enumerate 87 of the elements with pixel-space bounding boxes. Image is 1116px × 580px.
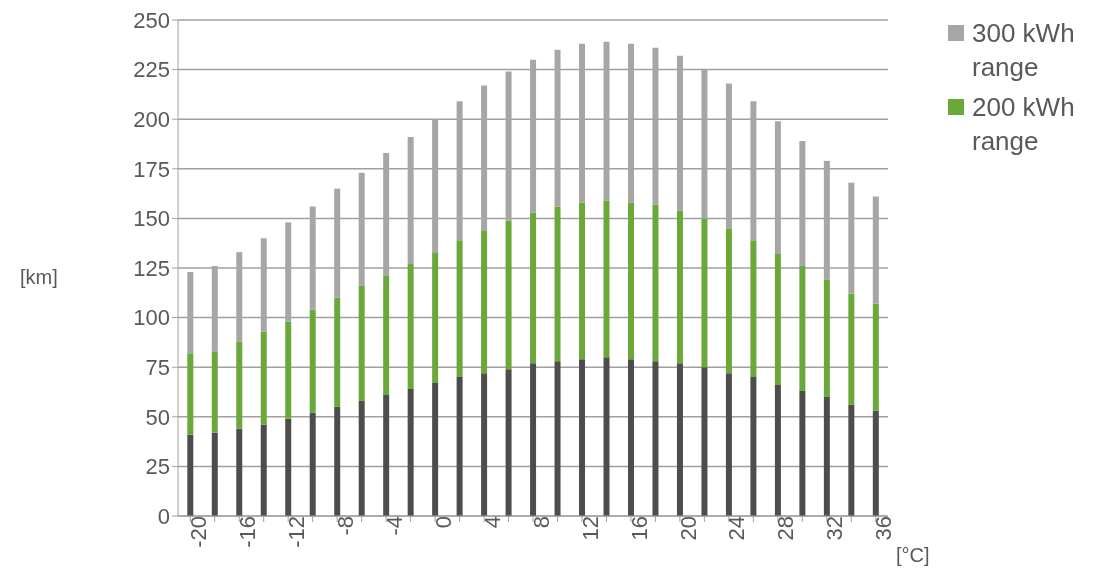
x-tick-label: -20: [185, 516, 211, 548]
bar: [676, 363, 683, 516]
x-tick-label: 4: [479, 516, 505, 529]
y-tick-label: 175: [133, 156, 170, 182]
bar: [260, 331, 267, 425]
y-tick-label: 125: [133, 255, 170, 281]
bar: [554, 206, 561, 362]
x-tick-label: 20: [675, 516, 701, 541]
y-tick-label: 50: [145, 404, 170, 430]
bar: [627, 202, 634, 360]
bar: [481, 230, 488, 374]
bar: [334, 406, 341, 516]
bar: [383, 275, 390, 395]
bar: [505, 369, 512, 516]
bar: [530, 212, 537, 364]
bar: [456, 240, 463, 378]
bar: [236, 428, 243, 516]
bar: [872, 410, 879, 516]
bar: [823, 396, 830, 516]
y-tick-label: 25: [145, 454, 170, 480]
bar: [309, 309, 316, 413]
x-tick-label: -4: [381, 516, 407, 536]
bar: [383, 394, 390, 516]
bar: [823, 279, 830, 397]
x-tick-label: -8: [332, 516, 358, 536]
x-tick-label: 32: [822, 516, 848, 541]
bar: [872, 303, 879, 411]
y-tick-label: 150: [133, 206, 170, 232]
bar: [799, 266, 806, 392]
legend-label: 300 kWh range: [972, 17, 1076, 84]
bar: [750, 377, 757, 516]
bar: [774, 254, 781, 386]
bar: [750, 240, 757, 378]
bar: [652, 361, 659, 516]
y-tick-label: 200: [133, 107, 170, 133]
x-tick-label: 16: [626, 516, 652, 541]
bar: [505, 220, 512, 370]
bar: [725, 373, 732, 516]
bar: [579, 202, 586, 360]
bar: [603, 200, 610, 358]
bar: [407, 264, 414, 390]
bar: [260, 424, 267, 516]
bar: [285, 418, 292, 516]
bar: [456, 377, 463, 516]
x-tick-label: 24: [724, 516, 750, 541]
y-tick-label: 75: [145, 355, 170, 381]
x-tick-label: 36: [871, 516, 897, 541]
legend-label: 200 kWh range: [972, 91, 1076, 158]
x-tick-label: 0: [430, 516, 456, 529]
bar: [774, 385, 781, 516]
bar: [285, 321, 292, 419]
x-tick-label: 8: [528, 516, 554, 529]
x-tick-label: -16: [234, 516, 260, 548]
bar: [309, 412, 316, 516]
x-tick-label: -12: [283, 516, 309, 548]
bar: [579, 359, 586, 516]
y-tick-label: 100: [133, 305, 170, 331]
bar: [432, 383, 439, 516]
bar: [187, 353, 194, 435]
bar: [236, 341, 243, 429]
x-tick-label: 12: [577, 516, 603, 541]
bar: [432, 252, 439, 384]
x-axis-title: [°C]: [896, 544, 930, 567]
bar: [848, 404, 855, 516]
bar: [530, 363, 537, 516]
bar: [407, 389, 414, 516]
bar: [627, 359, 634, 516]
bar: [554, 361, 561, 516]
y-tick-label: 250: [133, 7, 170, 33]
bar: [187, 434, 194, 516]
bar: [603, 357, 610, 516]
bar: [799, 391, 806, 516]
bar: [211, 432, 218, 516]
bar: [358, 285, 365, 401]
y-tick-label: 225: [133, 57, 170, 83]
x-tick-label: 28: [773, 516, 799, 541]
bar: [725, 228, 732, 374]
bar: [848, 293, 855, 405]
y-axis-title: [km]: [20, 266, 58, 289]
bar: [652, 204, 659, 362]
bar: [358, 400, 365, 516]
bar: [701, 218, 708, 368]
bar: [676, 210, 683, 364]
bar: [334, 297, 341, 407]
bar: [481, 373, 488, 516]
bar: [701, 367, 708, 516]
bar: [211, 351, 218, 433]
